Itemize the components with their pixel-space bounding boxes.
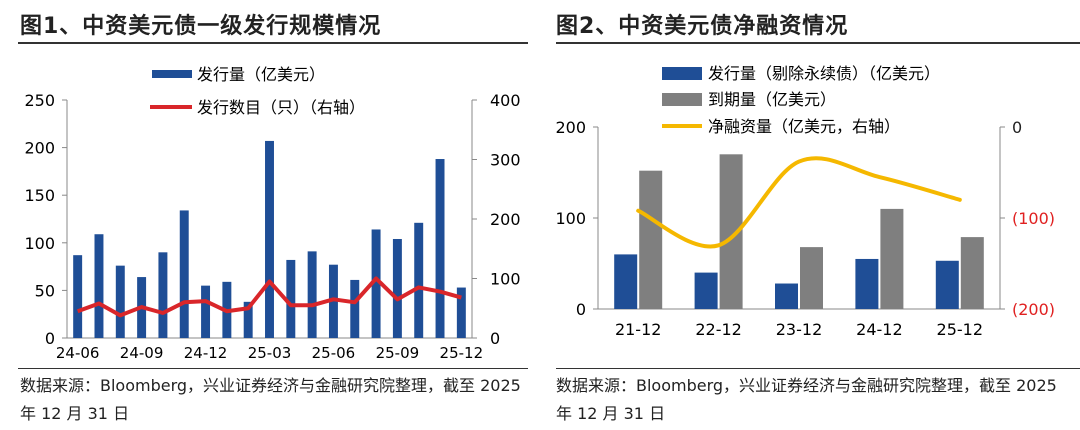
chart-1-plot: 0 50 100 150 200 250 0 100 200 300 400 24-06 24-09 24… [24,65,521,362]
x-tick-label: 24-06 [56,344,100,362]
bar-issuance [775,283,798,309]
bar [115,265,125,338]
bar [201,285,211,338]
bar [307,251,317,338]
source-note: 数据来源：Bloomberg，兴业证券经济与金融研究院整理，截至 2025 年 … [556,376,1057,423]
y2-tick-label: 100 [490,270,521,289]
bar [73,255,83,338]
legend-label: 发行量（亿美元） [197,65,325,84]
bar [94,234,104,338]
bar [179,210,189,338]
title-rule [556,42,1080,44]
x-tick-label: 22-12 [695,320,742,339]
y-tick-label: 200 [555,118,586,137]
bar-maturity [719,154,743,309]
chart-2-plot: 0 100 200 0 (100) (200) 21-12 22-12 23-12 24-12 25… [555,64,1055,339]
legend-label: 到期量（亿美元） [708,90,836,109]
y2-tick-label: 300 [490,151,521,170]
y2-tick-label: 0 [490,329,500,348]
bar [456,287,466,338]
legend-swatch-issuance [152,70,192,78]
bar [286,259,296,338]
bar-maturity [960,237,984,309]
legend-label: 净融资量（亿美元，右轴） [708,117,900,136]
source-note: 数据来源：Bloomberg，兴业证券经济与金融研究院整理，截至 2025 年 … [20,376,521,423]
chart-title: 图2、中资美元债净融资情况 [556,14,849,39]
y-tick-label: 50 [35,281,55,300]
y-tick-label: 250 [24,91,55,110]
y2-tick-label: 400 [490,91,521,110]
line-series-issue-count [76,276,462,318]
source-rule [556,368,1080,369]
y-tick-label: 200 [24,139,55,158]
x-tick-label: 25-03 [248,344,292,362]
x-tick-label: 23-12 [776,320,823,339]
bar-maturity [880,208,904,309]
bar [392,238,402,338]
y2-tick-label: (100) [1012,209,1055,228]
bar [350,279,360,338]
y-tick-label: 0 [576,300,586,319]
bar [158,252,168,338]
x-tick-label: 24-12 [856,320,903,339]
bar [435,159,445,338]
legend-label: 发行量（剔除永续债）（亿美元） [708,64,940,83]
bar-maturity [800,247,823,309]
source-rule [18,368,528,369]
legend-swatch-maturity [662,93,702,106]
legend-label: 发行数目（只）（右轴） [197,98,365,117]
bar-issuance [935,260,959,309]
y2-tick-label: 200 [490,210,521,229]
y2-tick-label: (200) [1012,300,1055,319]
bar-issuance [614,254,638,309]
x-tick-label: 24-09 [120,344,164,362]
x-tick-label: 25-06 [312,344,356,362]
x-tick-label: 21-12 [615,320,662,339]
chart-panel-2: 图2、中资美元债净融资情况 0 100 200 0 (100) (200) 21-12 22-… [550,0,1080,430]
y-tick-label: 150 [24,186,55,205]
y-tick-label: 0 [45,329,55,348]
chart-panel-1: 图1、中资美元债一级发行规模情况 0 50 100 150 200 250 0 100 200 3… [0,0,530,430]
x-tick-label: 25-12 [937,320,984,339]
bar-issuance [694,272,718,309]
y-tick-label: 100 [555,209,586,228]
x-tick-label: 25-12 [440,344,484,362]
bar [265,140,274,338]
y-tick-label: 100 [24,234,55,253]
x-tick-label: 24-12 [184,344,228,362]
chart-title: 图1、中资美元债一级发行规模情况 [20,14,382,39]
bar-issuance [855,258,879,309]
y2-tick-label: 0 [1012,118,1022,137]
bar [414,222,424,338]
bar-maturity [639,170,663,309]
legend-swatch-issuance [662,67,702,80]
x-tick-label: 25-09 [376,344,420,362]
title-rule [18,42,528,44]
bar [371,229,381,338]
line-series-net-financing [636,156,962,249]
bar [243,301,253,338]
